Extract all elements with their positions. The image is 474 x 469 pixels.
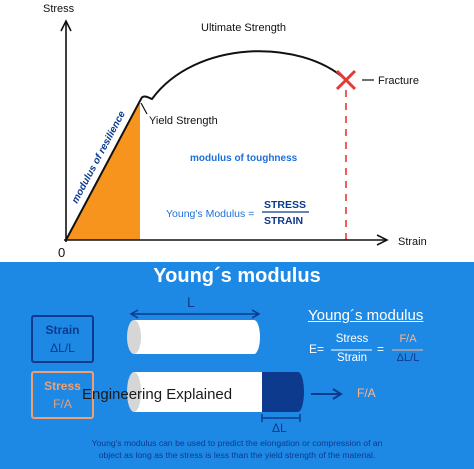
fracture-label: Fracture	[378, 75, 419, 87]
fracture-x-icon	[335, 69, 357, 91]
formula-equals: =	[377, 342, 385, 356]
y-axis-label: Stress	[43, 3, 75, 15]
formula-title: Young´s modulus	[308, 307, 424, 324]
youngs-formula-den: STRAIN	[264, 215, 303, 227]
youngs-formula-lhs: Young's Modulus =	[166, 208, 254, 220]
length-label: L	[187, 294, 195, 310]
youngs-formula-num: STRESS	[264, 199, 306, 211]
formula-den-1: Strain	[336, 352, 368, 364]
force-label: F/A	[357, 386, 376, 400]
stress-value: F/A	[53, 397, 72, 411]
stress-strain-svg: Stress Strain 0 Ultimate Strength Yield …	[43, 3, 427, 260]
stress-strain-graph: Stress Strain 0 Ultimate Strength Yield …	[43, 3, 427, 260]
stress-strain-curve	[65, 50, 347, 241]
caption-line-2: object as long as the stress is less tha…	[98, 450, 376, 460]
stress-label: Stress	[44, 379, 81, 393]
watermark-text: Engineering Explained	[82, 386, 233, 403]
panel-title: Young´s modulus	[153, 265, 321, 287]
delta-length-label: ΔL	[272, 421, 287, 435]
modulus-of-toughness-label: modulus of toughness	[190, 153, 298, 164]
origin-label: 0	[58, 245, 65, 260]
strain-label: Strain	[45, 323, 80, 337]
stretched-cylinder	[127, 372, 304, 412]
length-arrow	[129, 309, 261, 319]
force-arrow-icon	[311, 388, 343, 400]
x-axis-label: Strain	[398, 236, 427, 248]
yield-pointer	[140, 102, 148, 115]
formula-num-1: Stress	[335, 333, 369, 345]
youngs-modulus-panel: Young´s modulus	[0, 262, 474, 469]
panel-svg	[127, 309, 423, 422]
caption-line-1: Young's modulus can be used to predict t…	[91, 438, 383, 448]
strain-box: Strain ΔL/L	[31, 315, 94, 363]
y-axis-arrow	[60, 19, 72, 32]
ultimate-strength-label: Ultimate Strength	[201, 22, 286, 34]
delta-length-bracket	[261, 414, 301, 422]
formula-lhs: E=	[309, 342, 325, 356]
strain-value: ΔL/L	[50, 341, 75, 355]
formula-num-2: F/A	[399, 333, 417, 345]
yield-strength-label: Yield Strength	[149, 115, 218, 127]
formula-den-2: ΔL/L	[396, 352, 420, 364]
x-axis-arrow	[376, 234, 389, 246]
original-cylinder	[127, 320, 260, 354]
stress-box: Stress F/A	[31, 371, 94, 419]
